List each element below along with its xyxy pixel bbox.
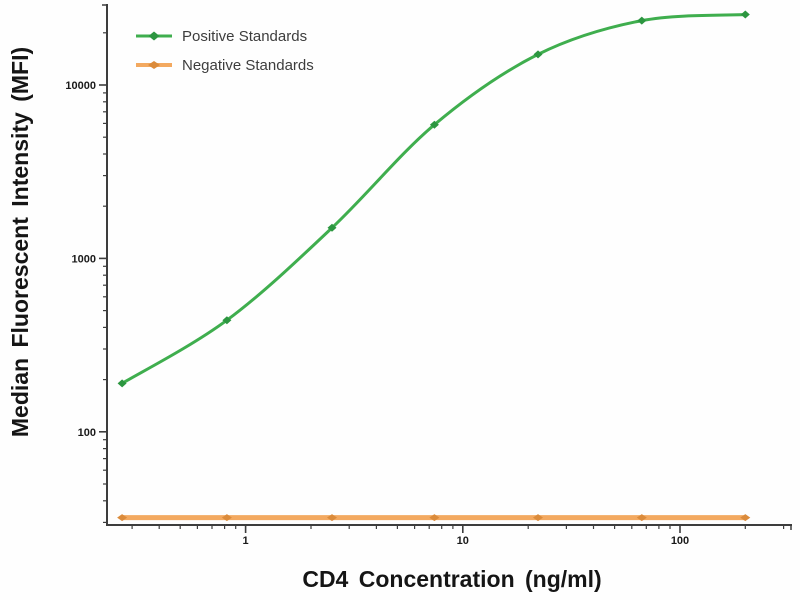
positive-standards-data-point-marker [222, 316, 232, 325]
x-tick-label: 100 [671, 535, 689, 547]
legend-item-positive-standards: Positive Standards [135, 22, 314, 50]
positive-standards-line-icon [136, 31, 172, 41]
positive-standards-data-point-marker [327, 223, 337, 232]
negative-standards-data-point-marker [533, 514, 543, 522]
positive-standards-data-point-marker [637, 16, 647, 25]
negative-standards-data-point-marker [429, 514, 440, 522]
x-tick-label: 10 [457, 535, 469, 547]
x-tick-label: 1 [243, 535, 249, 547]
positive-standards-data-point-marker [429, 120, 439, 129]
negative-standards-data-point-marker [221, 514, 232, 522]
y-tick-label: 1000 [72, 253, 96, 265]
legend-label-negative-standards: Negative Standards [182, 56, 314, 74]
negative-standards-data-point-marker [636, 514, 647, 522]
legend-label-positive-standards: Positive Standards [182, 27, 308, 45]
positive-standards-data-point-marker [533, 50, 543, 59]
negative-standards-line-icon [136, 61, 172, 69]
y-axis-title: Median Fluorescent Intensity (MFI) [7, 47, 33, 437]
y-tick-label: 100 [78, 427, 96, 439]
negative-standards-data-point-marker [117, 514, 128, 522]
positive-standards-data-point-marker [117, 379, 127, 388]
data-series [117, 10, 751, 522]
axes: 1 10 100 100 1000 10000 [65, 4, 792, 547]
negative-standards-data-point-marker [327, 514, 337, 522]
negative-standards-data-point-marker [740, 514, 751, 522]
y-tick-label: 10000 [65, 80, 96, 92]
positive-standards-data-point-marker [740, 10, 750, 19]
legend-item-negative-standards: Negative Standards [135, 51, 314, 79]
x-axis-title: CD4 Concentration (ng/ml) [302, 566, 601, 592]
chart-legend: Positive Standards Negative Standards [135, 22, 314, 79]
